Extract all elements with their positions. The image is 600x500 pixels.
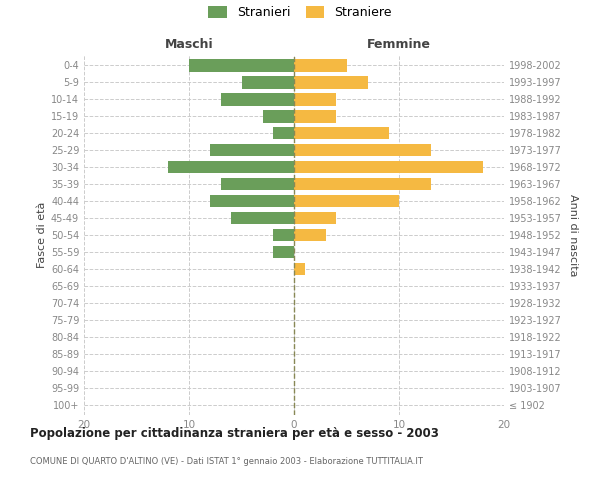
Bar [273,228,294,241]
Bar [241,76,294,88]
Bar [294,144,431,156]
Bar [294,212,336,224]
Bar [263,110,294,122]
Bar [294,76,367,88]
Text: COMUNE DI QUARTO D'ALTINO (VE) - Dati ISTAT 1° gennaio 2003 - Elaborazione TUTTI: COMUNE DI QUARTO D'ALTINO (VE) - Dati IS… [30,458,423,466]
Legend: Stranieri, Straniere: Stranieri, Straniere [208,6,392,19]
Bar [294,262,305,276]
Bar [294,126,389,140]
Y-axis label: Fasce di età: Fasce di età [37,202,47,268]
Bar [221,93,294,106]
Bar [294,160,483,173]
Bar [221,178,294,190]
Bar [231,212,294,224]
Bar [294,110,336,122]
Bar [294,59,347,72]
Text: Femmine: Femmine [367,38,431,52]
Y-axis label: Anni di nascita: Anni di nascita [568,194,578,276]
Bar [210,144,294,156]
Bar [294,93,336,106]
Bar [294,228,325,241]
Bar [273,126,294,140]
Bar [294,178,431,190]
Bar [168,160,294,173]
Bar [210,194,294,207]
Bar [189,59,294,72]
Bar [294,194,399,207]
Bar [273,246,294,258]
Text: Popolazione per cittadinanza straniera per età e sesso - 2003: Popolazione per cittadinanza straniera p… [30,428,439,440]
Text: Maschi: Maschi [164,38,214,52]
